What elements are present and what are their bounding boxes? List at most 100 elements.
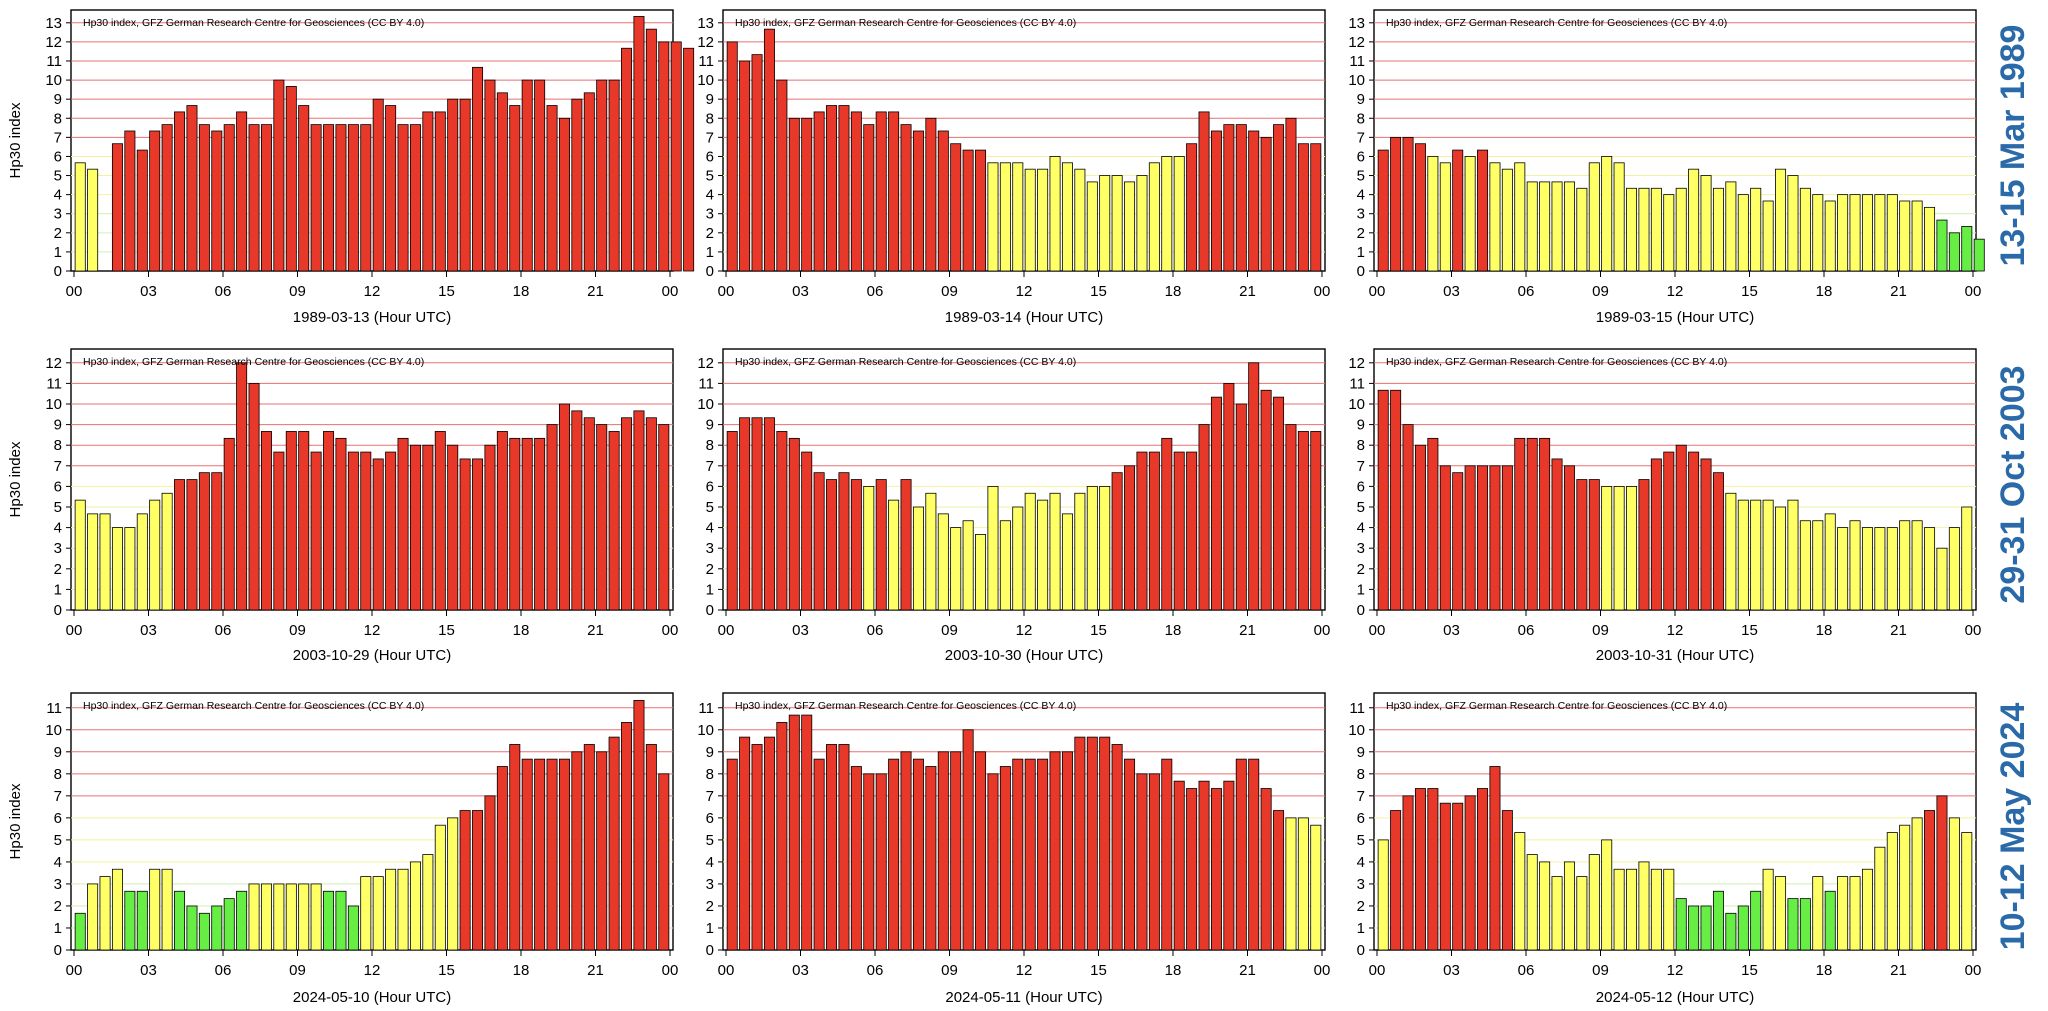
y-tick-label: 1 — [706, 920, 714, 937]
bar — [74, 499, 86, 611]
bar — [1613, 485, 1625, 611]
bar — [1613, 162, 1625, 272]
y-tick-label: 9 — [54, 744, 62, 761]
bar — [596, 751, 608, 951]
y-tick-label: 7 — [1357, 458, 1365, 475]
bar — [223, 437, 235, 611]
y-tick-label: 10 — [1348, 72, 1365, 89]
y-tick-label: 12 — [45, 355, 62, 372]
bar — [1124, 181, 1136, 272]
x-tick-label: 12 — [1667, 283, 1684, 300]
y-tick-label: 9 — [54, 91, 62, 108]
bar — [273, 451, 285, 611]
bar — [608, 431, 620, 611]
bar — [937, 130, 949, 272]
bar — [1297, 817, 1309, 951]
x-tick-label: 06 — [867, 622, 884, 639]
bar — [1377, 149, 1389, 272]
x-tick-label: 09 — [289, 962, 306, 979]
bar — [850, 111, 862, 272]
x-tick-label: 15 — [1090, 622, 1107, 639]
bar — [273, 883, 285, 951]
bar — [1161, 156, 1173, 272]
bar — [1439, 162, 1451, 272]
bar — [174, 890, 186, 951]
y-tick-label: 3 — [706, 876, 714, 893]
bar — [372, 876, 384, 951]
bar — [1675, 187, 1687, 272]
bar — [571, 751, 583, 951]
y-tick-label: 10 — [45, 722, 62, 739]
bar — [1049, 751, 1061, 951]
bar — [1439, 465, 1451, 611]
y-tick-label: 2 — [706, 561, 714, 578]
y-tick-label: 1 — [706, 581, 714, 598]
bar — [1223, 124, 1235, 272]
y-tick-label: 2 — [54, 225, 62, 242]
x-tick-label: 09 — [289, 283, 306, 300]
bar — [1501, 810, 1513, 951]
chart-title: Hp30 index, GFZ German Research Centre f… — [83, 17, 424, 29]
bar — [813, 111, 825, 272]
bar — [1899, 200, 1911, 272]
x-tick-label: 12 — [1667, 962, 1684, 979]
x-tick-label: 06 — [215, 962, 232, 979]
bar — [1477, 149, 1489, 272]
x-tick-label: 00 — [662, 622, 679, 639]
bar — [596, 424, 608, 611]
bar — [248, 883, 260, 951]
bar — [223, 898, 235, 951]
bar — [248, 124, 260, 272]
bar — [285, 86, 297, 272]
y-tick-label: 10 — [697, 72, 714, 89]
y-tick-label: 8 — [54, 766, 62, 783]
x-tick-label: 18 — [1165, 622, 1182, 639]
x-tick-label: 00 — [1314, 622, 1331, 639]
bar — [1824, 890, 1836, 951]
y-tick-label: 12 — [45, 34, 62, 51]
y-tick-label: 8 — [54, 110, 62, 127]
bar — [472, 810, 484, 951]
bar — [360, 876, 372, 951]
y-tick-label: 2 — [54, 561, 62, 578]
y-tick-label: 5 — [54, 832, 62, 849]
plot-area — [722, 692, 1326, 951]
bar — [875, 773, 887, 951]
bar — [310, 883, 322, 951]
y-tick-label: 6 — [706, 148, 714, 165]
y-tick-label: 6 — [706, 478, 714, 495]
bar — [1650, 187, 1662, 272]
x-axis-label: 2003-10-29 (Hour UTC) — [293, 647, 451, 664]
bar — [1061, 751, 1073, 951]
bar — [1799, 898, 1811, 951]
bar — [826, 479, 838, 611]
y-tick-label: 11 — [698, 53, 714, 70]
bar — [447, 444, 459, 611]
bar — [1849, 876, 1861, 951]
bar — [739, 60, 751, 272]
bar — [161, 492, 173, 611]
bar — [1613, 868, 1625, 951]
bar — [1477, 788, 1489, 951]
bar — [1948, 232, 1960, 272]
y-tick-label: 8 — [54, 437, 62, 454]
bar — [459, 458, 471, 611]
x-tick-label: 21 — [1890, 622, 1907, 639]
bar — [174, 479, 186, 611]
y-tick-label: 6 — [1357, 478, 1365, 495]
bar — [1273, 124, 1285, 272]
bar — [645, 28, 657, 272]
y-tick-label: 4 — [706, 854, 714, 871]
bar — [496, 766, 508, 951]
y-tick-label: 4 — [1357, 520, 1365, 537]
x-tick-label: 18 — [513, 283, 530, 300]
bar — [583, 417, 595, 611]
bar — [1173, 156, 1185, 272]
bar — [726, 41, 738, 272]
y-tick-label: 2 — [1357, 561, 1365, 578]
bar — [546, 424, 558, 611]
bar — [583, 92, 595, 272]
bar — [975, 751, 987, 951]
